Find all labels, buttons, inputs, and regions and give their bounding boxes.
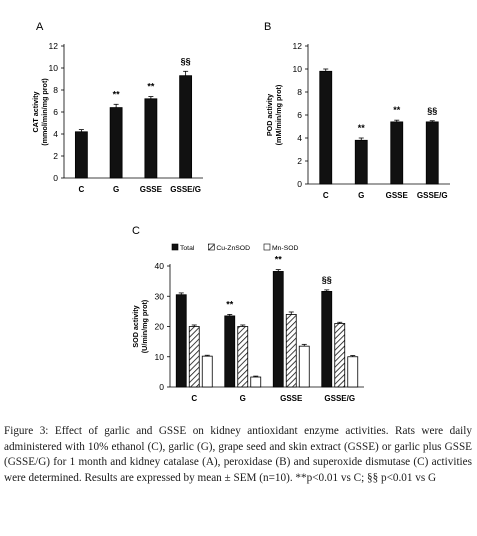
panel-c-significance-label: §§ xyxy=(322,275,332,285)
panel-c-legend-label: Total xyxy=(180,245,195,252)
panel-a-category-label: C xyxy=(78,185,84,194)
panel-a-significance-label: ** xyxy=(113,89,121,99)
panel-b-y-tick-label: 8 xyxy=(297,87,302,97)
panel-a-bar xyxy=(109,107,123,179)
panel-a-y-tick-label: 0 xyxy=(53,173,58,183)
panel-a-bar xyxy=(144,98,158,179)
panel-c-legend-swatch xyxy=(208,243,215,251)
panel-a-y-title: CAT activity xyxy=(31,91,40,132)
panel-b-bar xyxy=(425,121,439,185)
panel-c-significance-label: ** xyxy=(275,255,283,265)
panel-a-category-label: GSSE xyxy=(140,185,163,194)
panel-c-letter: C xyxy=(132,225,140,237)
panel-a-y-tick-label: 8 xyxy=(53,85,58,95)
panel-c-y-title: SOD activity xyxy=(131,305,140,347)
figure-caption: Figure 3: Effect of garlic and GSSE on k… xyxy=(4,425,472,484)
panel-b-y-tick-label: 6 xyxy=(297,110,302,120)
panel-c-bar xyxy=(175,294,187,388)
panel-b-y-tick-label: 12 xyxy=(293,41,303,51)
panel-a-significance-label: §§ xyxy=(181,56,191,66)
panel-a-category-label: G xyxy=(113,185,119,194)
panel-b-significance-label: §§ xyxy=(427,106,437,116)
panel-b-y-tick-label: 2 xyxy=(297,156,302,166)
panel-b-letter: B xyxy=(264,21,271,33)
panel-c-y-tick-label: 40 xyxy=(155,261,165,271)
panel-b-category-label: GSSE xyxy=(386,191,409,200)
panel-a-y-tick-label: 12 xyxy=(49,41,59,51)
panel-c-significance-label: ** xyxy=(226,299,234,309)
panel-c-legend-swatch xyxy=(171,243,179,251)
panel-c-legend-swatch xyxy=(263,243,271,251)
panel-c-legend-label: Mn-SOD xyxy=(272,245,299,252)
panel-c-category-label: GSSE xyxy=(280,394,303,403)
panel-c-y-tick-label: 10 xyxy=(155,352,165,362)
panel-b-bar xyxy=(390,121,404,185)
panel-c-category-label: C xyxy=(191,394,197,403)
panel-b-bar xyxy=(354,139,368,185)
panel-b-category-label: G xyxy=(358,191,364,200)
panel-c-legend-label: Cu-ZnSOD xyxy=(216,245,250,252)
panel-c-y-tick-label: 0 xyxy=(159,382,164,392)
panel-c-bar xyxy=(224,315,236,388)
panel-c-bar xyxy=(285,313,297,388)
panel-b-y-tick-label: 4 xyxy=(297,133,302,143)
panel-a-y-unit: (mmol/min/mg prot) xyxy=(40,78,49,146)
panel-a-y-tick-label: 6 xyxy=(53,107,58,117)
panel-a-significance-label: ** xyxy=(147,82,155,92)
panel-c-category-label: G xyxy=(240,394,246,403)
panel-c-y-tick-label: 30 xyxy=(155,291,165,301)
panel-b-significance-label: ** xyxy=(393,105,401,115)
panel-b-y-title: POD activity xyxy=(265,94,274,136)
panel-a-letter: A xyxy=(36,21,44,33)
panel-c-y-unit: (U/min/mg prot) xyxy=(140,299,149,353)
panel-b-bar xyxy=(319,70,333,185)
panel-c-y-tick-label: 20 xyxy=(155,322,165,332)
panel-b-y-tick-label: 0 xyxy=(297,179,302,189)
panel-c-bar xyxy=(272,271,284,388)
panel-c-bar xyxy=(334,323,346,388)
panel-a-bar xyxy=(74,131,88,179)
panel-c-bar xyxy=(188,326,200,388)
panel-c-category-label: GSSE/G xyxy=(324,394,355,403)
panel-b-y-tick-label: 10 xyxy=(293,64,303,74)
panel-b-category-label: C xyxy=(323,191,329,200)
panel-b-category-label: GSSE/G xyxy=(417,191,448,200)
panel-b-y-unit: (mM/min/mg prot) xyxy=(274,84,283,145)
panel-c-bar xyxy=(237,326,249,388)
panel-c-bar xyxy=(321,291,333,388)
panel-a-y-tick-label: 4 xyxy=(53,129,58,139)
panel-c-bar xyxy=(250,376,262,388)
panel-b-significance-label: ** xyxy=(358,123,366,133)
panel-c-bar xyxy=(298,345,310,388)
panel-c-bar xyxy=(201,355,213,388)
panel-a-y-tick-label: 10 xyxy=(49,63,59,73)
panel-c-bar xyxy=(347,356,359,388)
panel-a-y-tick-label: 2 xyxy=(53,151,58,161)
panel-a-category-label: GSSE/G xyxy=(170,185,201,194)
panel-a-bar xyxy=(179,75,193,179)
